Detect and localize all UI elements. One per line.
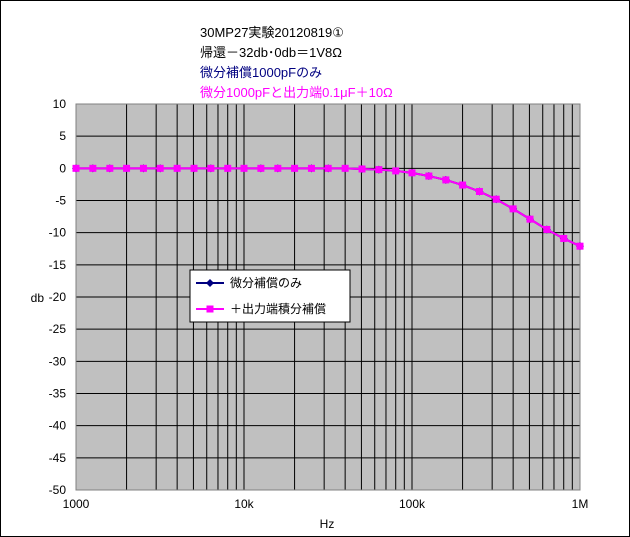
plot-border xyxy=(75,103,581,491)
data-point xyxy=(392,167,400,175)
data-point xyxy=(560,234,568,242)
y-tick-label: -20 xyxy=(49,290,67,304)
y-tick-label: -25 xyxy=(49,322,67,336)
y-tick-label: 0 xyxy=(59,161,66,175)
legend-label: 微分補償のみ xyxy=(230,276,302,290)
data-point xyxy=(307,164,315,172)
legend-item: 微分補償のみ xyxy=(196,276,302,290)
series-2 xyxy=(72,164,584,250)
data-point xyxy=(156,164,164,172)
data-point xyxy=(341,164,349,172)
data-point xyxy=(274,164,282,172)
data-point xyxy=(72,164,80,172)
data-point xyxy=(240,164,248,172)
data-point xyxy=(459,181,467,189)
data-point xyxy=(408,169,416,177)
data-point xyxy=(475,187,483,195)
data-point xyxy=(526,215,534,223)
data-point xyxy=(291,164,299,172)
title-line: 30MP27実験20120819① xyxy=(200,25,344,40)
legend: 微分補償のみ ＋出力端積分補償 xyxy=(189,269,351,323)
data-point xyxy=(425,172,433,180)
title-line: 微分1000pFと出力端0.1μF＋10Ω xyxy=(200,85,393,100)
x-tick-label: 1M xyxy=(572,497,589,511)
y-tick-label: -40 xyxy=(49,419,67,433)
y-tick-label: -15 xyxy=(49,258,67,272)
x-axis-label: Hz xyxy=(320,517,335,531)
title-line: 微分補償1000pFのみ xyxy=(200,65,322,80)
data-point xyxy=(257,164,265,172)
data-point xyxy=(375,166,383,174)
legend-item: ＋出力端積分補償 xyxy=(196,301,326,316)
x-tick-label: 100k xyxy=(399,497,426,511)
chart-title: 30MP27実験20120819① 帰還－32db･0db＝1V8Ω 微分補償100… xyxy=(200,25,393,100)
y-tick-label: 10 xyxy=(53,97,67,111)
y-axis-label: db xyxy=(31,291,45,305)
y-tick-label: -35 xyxy=(49,387,67,401)
legend-label: ＋出力端積分補償 xyxy=(230,301,326,316)
y-tick-label: -10 xyxy=(49,226,67,240)
y-tick-label: -30 xyxy=(49,354,67,368)
y-tick-label: -5 xyxy=(55,194,66,208)
data-point xyxy=(106,164,114,172)
data-point xyxy=(190,164,198,172)
data-point xyxy=(224,164,232,172)
data-point xyxy=(492,195,500,203)
y-tick-label: 5 xyxy=(59,129,66,143)
y-tick-label: -45 xyxy=(49,451,67,465)
data-point xyxy=(543,225,551,233)
data-point xyxy=(509,205,517,213)
title-line: 帰還－32db･0db＝1V8Ω xyxy=(200,45,342,60)
data-point xyxy=(576,242,584,250)
data-point xyxy=(207,164,215,172)
data-point xyxy=(442,176,450,184)
data-point xyxy=(206,279,214,287)
data-point xyxy=(358,165,366,173)
legend-box xyxy=(189,269,351,323)
data-point xyxy=(139,164,147,172)
data-point xyxy=(89,164,97,172)
data-point xyxy=(324,164,332,172)
data-point xyxy=(206,305,214,313)
data-point xyxy=(123,164,131,172)
data-point xyxy=(173,164,181,172)
x-tick-label: 10k xyxy=(234,497,254,511)
y-tick-label: -50 xyxy=(49,483,67,497)
x-tick-label: 1000 xyxy=(63,497,90,511)
